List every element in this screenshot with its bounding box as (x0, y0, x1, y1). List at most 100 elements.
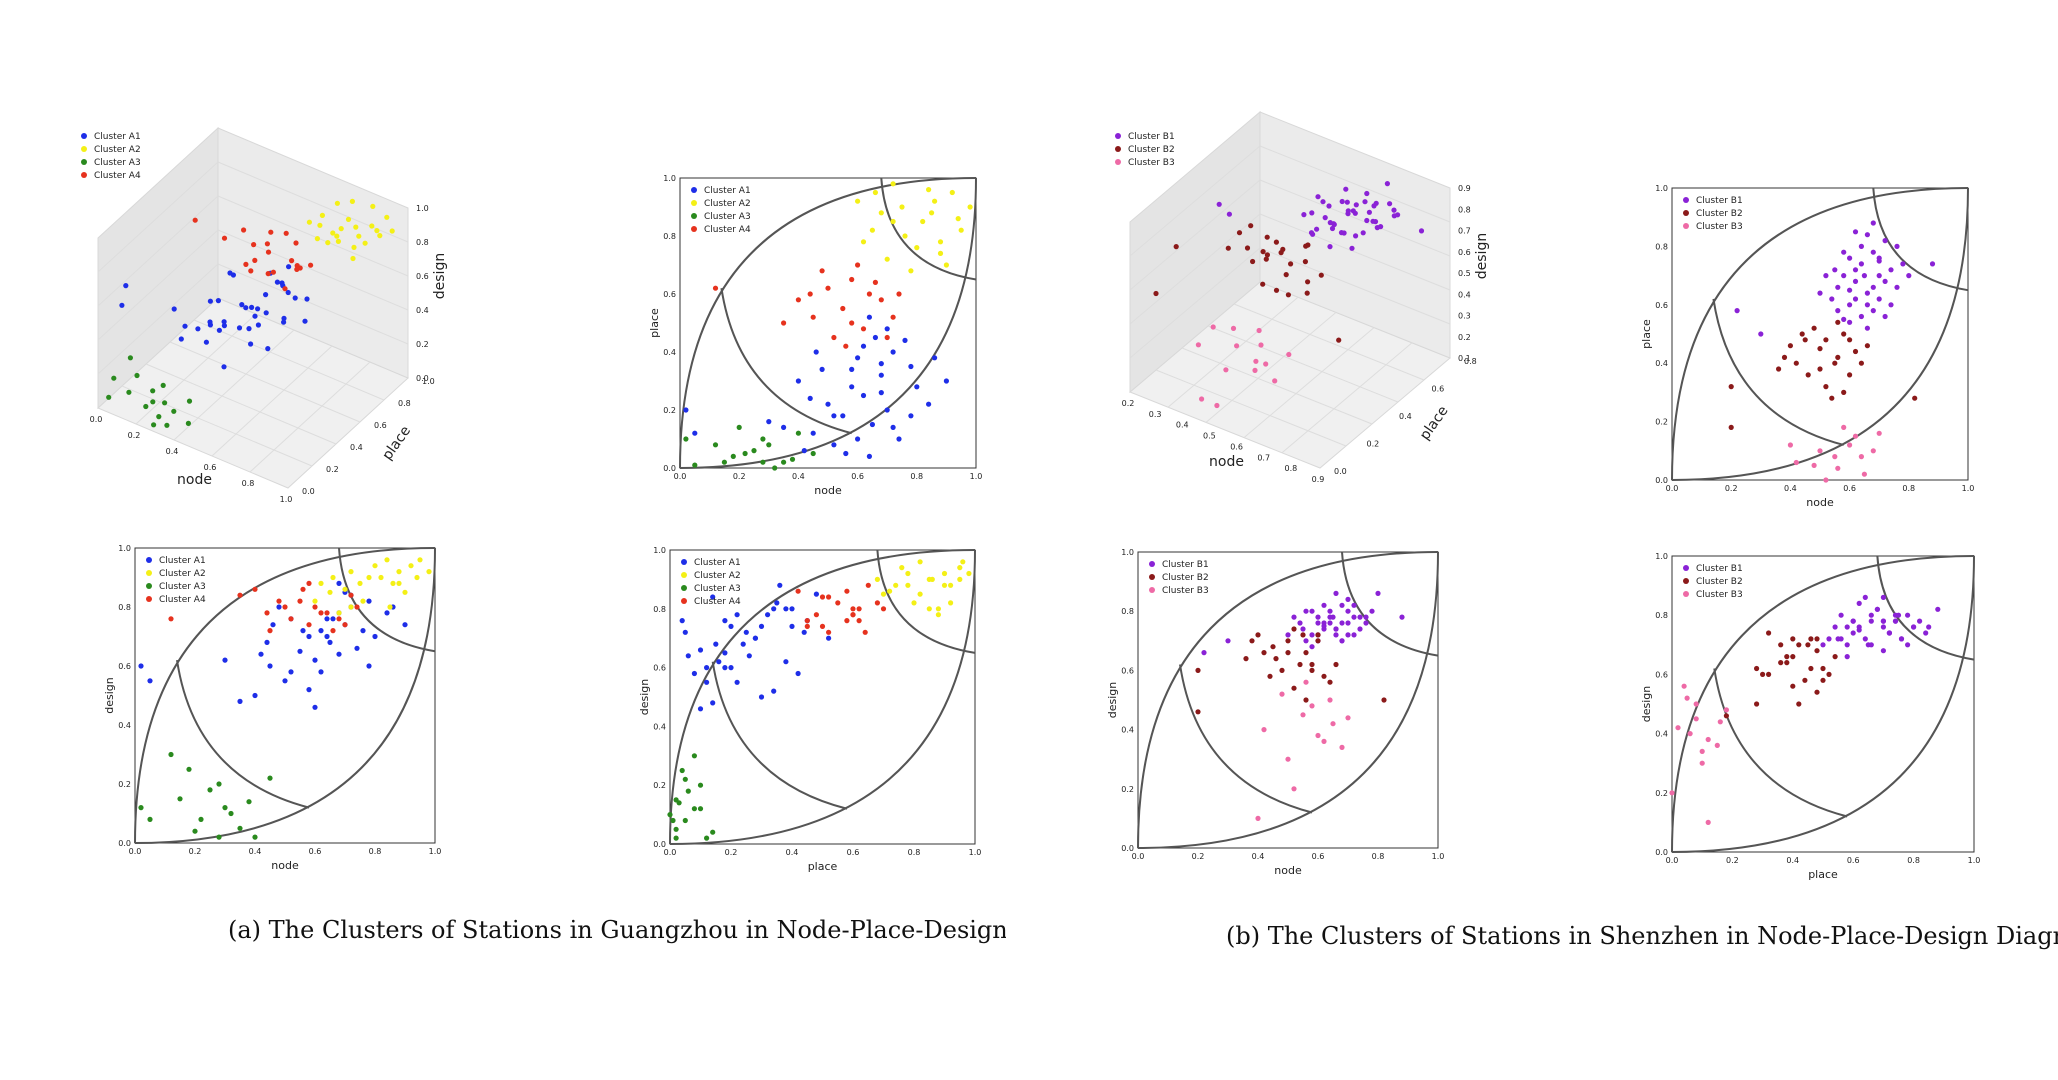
point-B2 (1776, 366, 1782, 372)
legend-marker (1149, 587, 1155, 593)
y-tick-label: 0.4 (1399, 412, 1412, 421)
point-B1 (1847, 255, 1853, 261)
point-A3 (670, 817, 676, 824)
grid-line (217, 195, 409, 277)
point-B2 (1784, 660, 1790, 666)
y-tick-label: 1.0 (653, 546, 666, 555)
legend-label: Cluster B3 (1128, 158, 1175, 168)
point-A1 (264, 639, 270, 646)
x-axis-label: node (271, 859, 299, 872)
y-axis-label: place (648, 308, 661, 338)
point-A4 (237, 592, 243, 598)
point-A1 (734, 679, 740, 685)
point-A2 (330, 230, 336, 236)
y-tick-label: 0.6 (1655, 670, 1668, 679)
legend-marker (691, 200, 697, 206)
point-B2 (1381, 697, 1387, 703)
point-B3 (1684, 695, 1690, 701)
point-B1 (1374, 225, 1380, 231)
legend-marker (1115, 133, 1121, 139)
point-A2 (943, 262, 950, 268)
point-A4 (354, 604, 360, 610)
point-B1 (1888, 267, 1894, 273)
point-A3 (685, 788, 691, 794)
chart-gz-node-place: 0.0 0.2 0.4 0.6 0.8 1.0 0.0 0.2 0.4 0.6 0.8 1.0 node… (648, 174, 982, 497)
point-A4 (862, 629, 868, 635)
point-A2 (378, 574, 384, 581)
point-A1 (360, 628, 366, 634)
point-B1 (1225, 638, 1231, 644)
point-B1 (1852, 296, 1859, 302)
point-B2 (1260, 249, 1266, 255)
point-A3 (704, 835, 710, 841)
point-A1 (884, 407, 890, 413)
x-axis-label: node (1209, 454, 1244, 470)
point-B1 (1823, 273, 1829, 279)
point-B2 (1852, 348, 1859, 355)
point-B2 (1225, 245, 1231, 251)
point-A2 (872, 189, 879, 196)
z-tick-label: 0.0 (416, 374, 429, 383)
point-A1 (324, 633, 330, 640)
point-A1 (752, 635, 759, 641)
x-tick-label: 0.6 (1230, 442, 1243, 451)
y-tick-label: 0.0 (1655, 476, 1668, 485)
unbalanced-arc (1712, 298, 1844, 446)
point-A2 (372, 563, 378, 569)
x-tick-label: 0.6 (309, 847, 322, 856)
lens-lower (679, 177, 977, 469)
z-tick-label: 0.2 (1458, 333, 1471, 342)
point-A3 (186, 398, 193, 404)
point-B2 (1260, 281, 1266, 287)
point-B3 (1285, 756, 1291, 762)
point-B3 (1291, 786, 1297, 792)
grid-line (1129, 247, 1261, 359)
plot-frame (1671, 555, 1975, 853)
legend-label: Cluster B1 (1128, 132, 1175, 142)
point-B1 (1321, 626, 1327, 632)
point-B1 (1870, 308, 1876, 314)
point-B2 (1273, 287, 1280, 293)
point-A1 (849, 366, 855, 372)
point-A4 (348, 592, 354, 598)
point-B2 (1814, 636, 1820, 642)
legend-label: Cluster B2 (1696, 577, 1743, 587)
x-tick-label: 1.0 (429, 847, 442, 856)
point-A1 (771, 606, 777, 612)
point-B1 (1387, 201, 1393, 207)
lens-lower (1671, 187, 1969, 481)
point-B2 (1802, 337, 1808, 343)
y-tick-label: 0.4 (350, 443, 363, 452)
y-tick-label: 0.6 (1655, 301, 1668, 310)
point-A3 (676, 800, 682, 806)
point-B2 (1823, 337, 1829, 343)
point-B2 (1808, 665, 1814, 672)
x-tick-label: 0.8 (1907, 856, 1920, 865)
point-B2 (1153, 290, 1159, 297)
point-A3 (162, 400, 168, 406)
x-tick-label: 1.0 (280, 495, 293, 504)
point-A1 (795, 378, 802, 384)
point-B2 (1264, 234, 1270, 240)
point-A1 (728, 623, 734, 630)
point-B1 (1870, 284, 1876, 290)
point-B1 (1303, 608, 1309, 614)
point-B3 (1687, 731, 1693, 737)
point-A1 (908, 363, 914, 370)
point-A2 (348, 569, 354, 575)
y-axis-label: design (103, 677, 116, 714)
point-A1 (840, 413, 846, 419)
legend-marker (691, 213, 697, 219)
point-A3 (766, 442, 772, 448)
point-A3 (252, 834, 258, 840)
caption-a-clip: (a) The Clusters of Stations in Guangzho… (228, 916, 1006, 956)
point-B1 (1315, 194, 1321, 200)
point-A1 (914, 384, 920, 390)
point-B2 (1766, 671, 1772, 678)
point-B3 (1300, 712, 1306, 718)
legend-marker (1149, 574, 1155, 580)
point-B1 (1829, 296, 1835, 302)
data-points (1728, 220, 1936, 483)
